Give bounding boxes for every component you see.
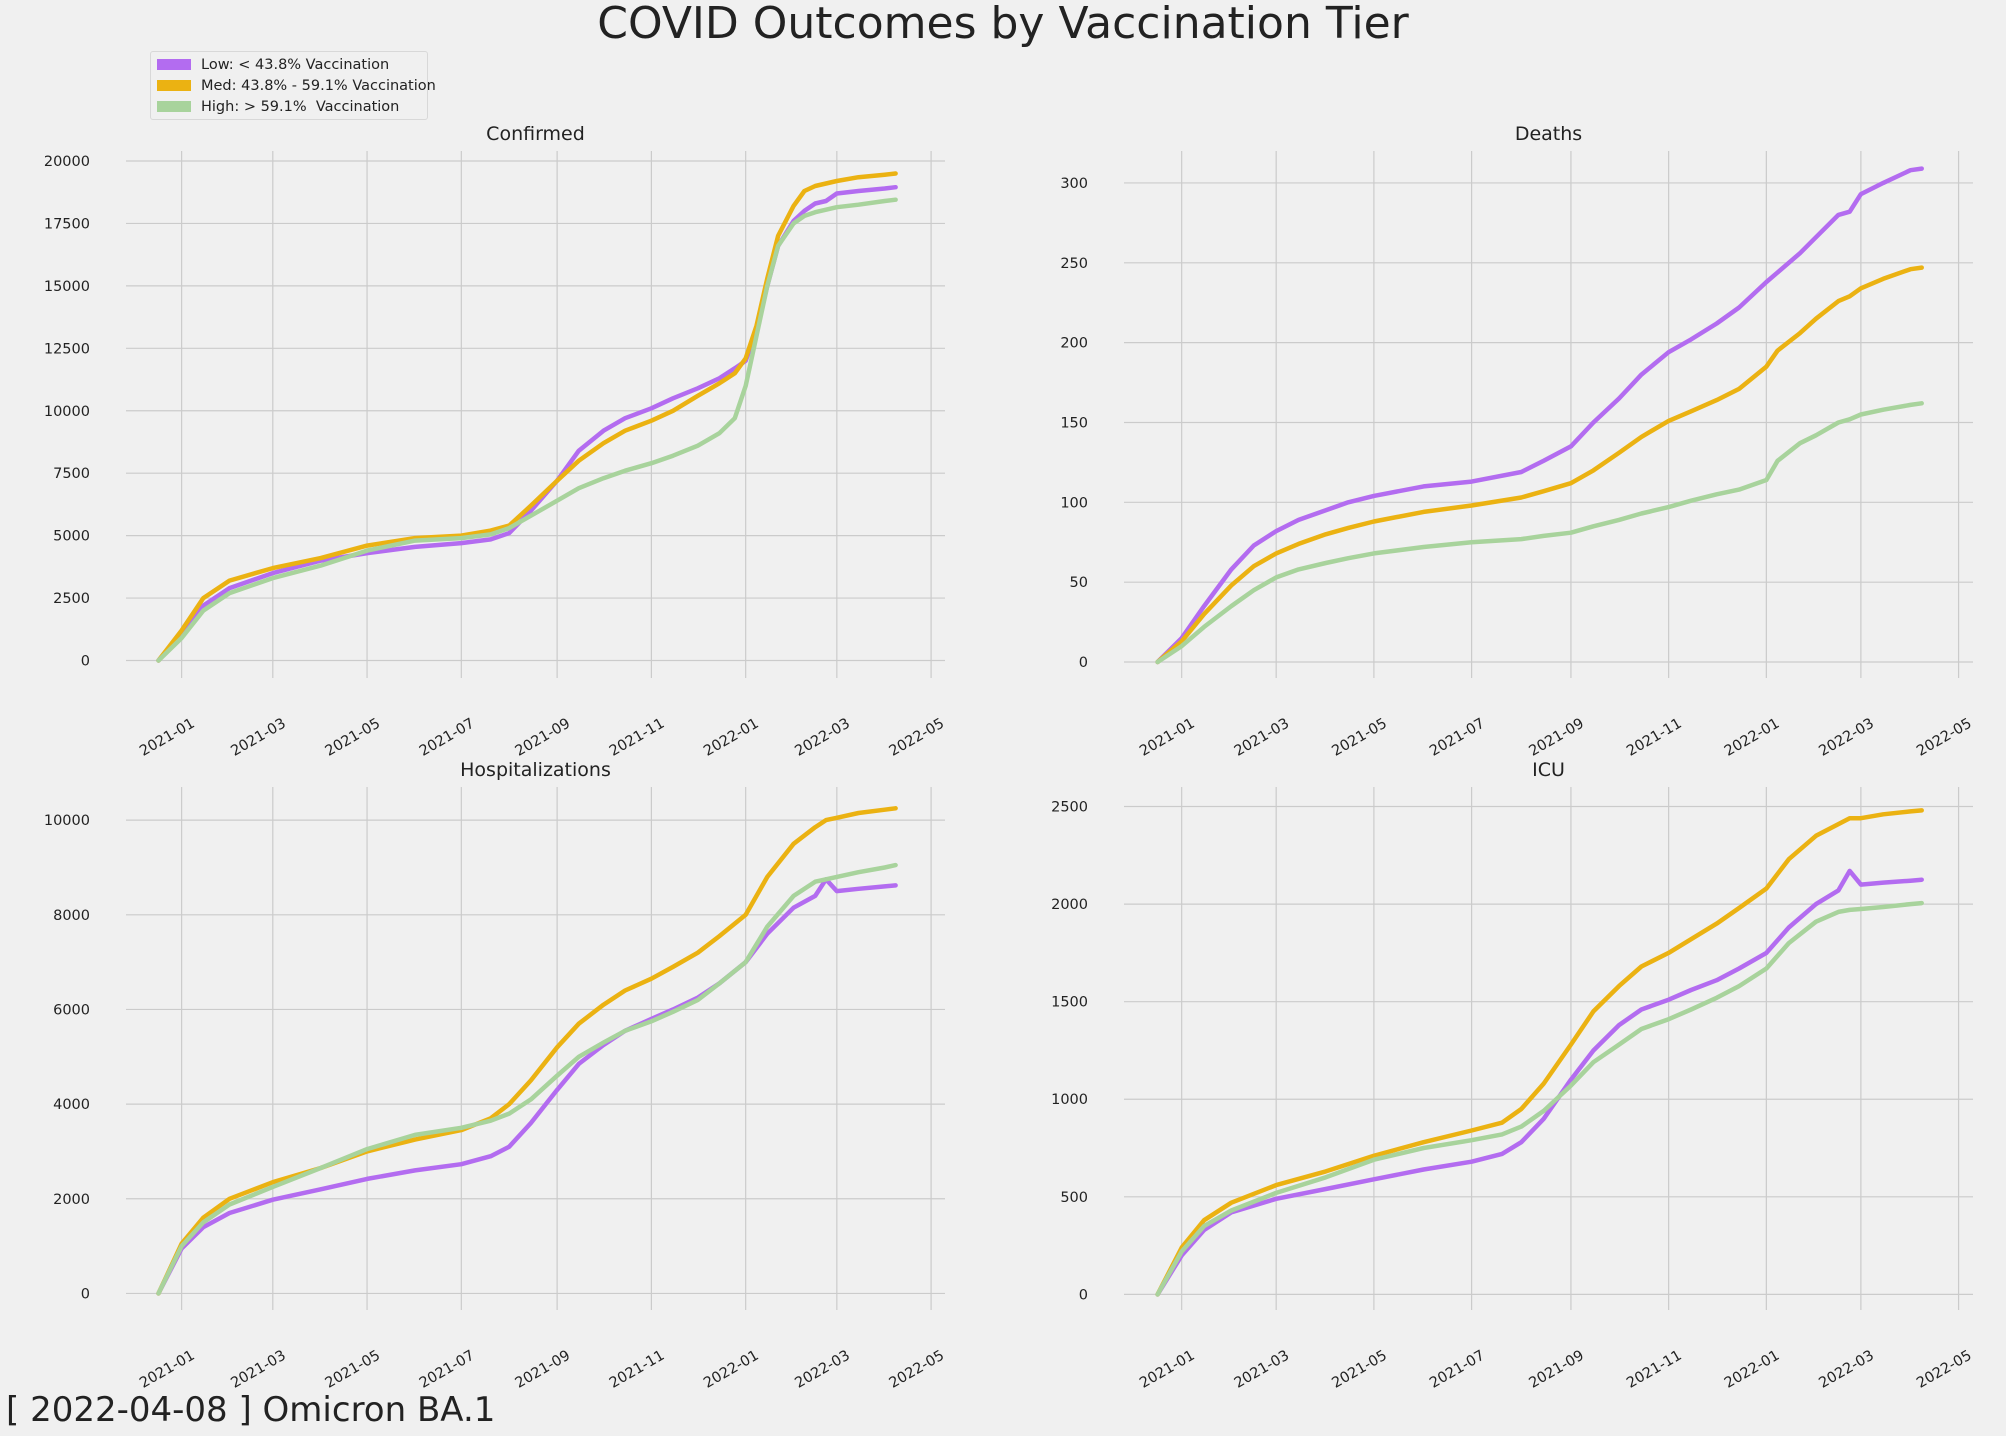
x-tick-label: 2021-01 xyxy=(1137,716,1197,760)
x-tick-label: 2021-09 xyxy=(513,1348,573,1392)
y-tick-label: 2500 xyxy=(53,591,90,607)
y-tick-label: 2500 xyxy=(1051,800,1088,816)
y-tick-label: 10000 xyxy=(44,404,90,420)
y-tick-label: 0 xyxy=(81,654,90,670)
y-tick-label: 7500 xyxy=(53,466,90,482)
series-line-high xyxy=(156,197,898,663)
y-tick-label: 1500 xyxy=(1051,995,1088,1011)
x-tick-label: 2022-01 xyxy=(701,1348,761,1392)
y-tick-label: 0 xyxy=(1079,1287,1088,1303)
panel-title: Confirmed xyxy=(486,123,585,145)
panel-title: Hospitalizations xyxy=(460,759,611,781)
y-tick-label: 0 xyxy=(81,1286,90,1302)
series-line-med xyxy=(1155,808,1924,1297)
y-tick-label: 500 xyxy=(1060,1190,1088,1206)
x-tick-label: 2022-05 xyxy=(1914,1348,1974,1392)
panel-title: ICU xyxy=(1532,759,1565,781)
legend-swatch-high xyxy=(157,101,191,112)
panel-confirmed: 0 2500 5000 7500 10000 12500 15000 17500 20000 20… xyxy=(44,123,947,760)
x-tick-label: 2021-05 xyxy=(1329,716,1389,760)
x-tick-label: 2021-05 xyxy=(323,1348,383,1392)
x-tick-label: 2022-05 xyxy=(887,1348,947,1392)
panel-deaths: 0 50 100 150 200 250 300 2021-01 2021-03 2021-05 2… xyxy=(1060,123,1974,760)
x-tick-label: 2021-07 xyxy=(417,716,477,760)
y-tick-label: 300 xyxy=(1060,176,1088,192)
y-tick-label: 250 xyxy=(1060,256,1088,272)
legend-label-med: Med: 43.8% - 59.1% Vaccination xyxy=(201,77,436,94)
x-tick-label: 2021-11 xyxy=(607,716,667,760)
y-tick-label: 1000 xyxy=(1051,1092,1088,1108)
x-tick-label: 2022-01 xyxy=(1722,716,1782,760)
y-tick-label: 6000 xyxy=(53,1002,90,1018)
footer-caption: [ 2022-04-08 ] Omicron BA.1 xyxy=(6,1390,496,1430)
x-tick-label: 2021-03 xyxy=(228,1348,288,1392)
x-tick-label: 2021-11 xyxy=(607,1348,667,1392)
series-line-low xyxy=(1155,868,1924,1297)
x-tick-label: 2022-05 xyxy=(1914,716,1974,760)
legend-label-low: Low: < 43.8% Vaccination xyxy=(201,56,390,73)
y-tick-label: 15000 xyxy=(44,279,90,295)
series-line-med xyxy=(1155,265,1924,665)
x-tick-label: 2021-09 xyxy=(513,716,573,760)
x-tick-label: 2021-05 xyxy=(323,716,383,760)
x-tick-label: 2021-01 xyxy=(137,716,197,760)
y-tick-label: 12500 xyxy=(44,341,90,357)
x-tick-label: 2021-05 xyxy=(1329,1348,1389,1392)
series-line-med xyxy=(156,806,898,1296)
series-line-high xyxy=(156,862,898,1296)
y-tick-label: 200 xyxy=(1060,336,1088,352)
series-line-low xyxy=(1155,166,1924,665)
x-tick-label: 2021-07 xyxy=(417,1348,477,1392)
legend-item-low: Low: < 43.8% Vaccination xyxy=(157,54,389,75)
y-tick-label: 50 xyxy=(1070,575,1088,591)
y-tick-label: 4000 xyxy=(53,1097,90,1113)
legend-item-med: Med: 43.8% - 59.1% Vaccination xyxy=(157,75,436,96)
panel-icu: 0 500 1000 1500 2000 2500 2021-01 2021-03 2021-0… xyxy=(1051,759,1974,1392)
legend-swatch-med xyxy=(157,80,191,91)
series-line-low xyxy=(156,184,898,663)
y-tick-label: 20000 xyxy=(44,154,90,170)
x-tick-label: 2022-03 xyxy=(1816,716,1876,760)
legend-label-high: High: > 59.1% Vaccination xyxy=(201,98,400,115)
y-tick-label: 150 xyxy=(1060,415,1088,431)
legend: Low: < 43.8% Vaccination Med: 43.8% - 59… xyxy=(150,51,436,120)
panel-title: Deaths xyxy=(1515,123,1582,145)
y-tick-label: 2000 xyxy=(53,1192,90,1208)
series-line-high xyxy=(1155,900,1924,1297)
x-tick-label: 2022-05 xyxy=(887,716,947,760)
x-tick-label: 2022-03 xyxy=(792,1348,852,1392)
x-tick-label: 2021-01 xyxy=(1137,1348,1197,1392)
x-tick-label: 2021-03 xyxy=(1232,1348,1292,1392)
x-tick-label: 2021-09 xyxy=(1526,716,1586,760)
y-tick-label: 2000 xyxy=(1051,897,1088,913)
x-tick-label: 2021-09 xyxy=(1526,1348,1586,1392)
x-tick-label: 2021-11 xyxy=(1624,1348,1684,1392)
x-tick-label: 2021-03 xyxy=(228,716,288,760)
panel-hospitalizations: 0 2000 4000 6000 8000 10000 2021-01 2021-03 2021… xyxy=(44,759,947,1392)
series-line-high xyxy=(1155,401,1924,665)
x-tick-label: 2022-03 xyxy=(792,716,852,760)
x-tick-label: 2022-01 xyxy=(1722,1348,1782,1392)
y-tick-label: 0 xyxy=(1079,655,1088,671)
x-tick-label: 2021-03 xyxy=(1232,716,1292,760)
figure-title: COVID Outcomes by Vaccination Tier xyxy=(597,0,1409,49)
x-tick-label: 2021-07 xyxy=(1427,1348,1487,1392)
x-tick-label: 2021-11 xyxy=(1624,716,1684,760)
x-tick-label: 2021-07 xyxy=(1427,716,1487,760)
y-tick-label: 17500 xyxy=(44,216,90,232)
x-tick-label: 2022-01 xyxy=(701,716,761,760)
y-tick-label: 10000 xyxy=(44,813,90,829)
y-tick-label: 100 xyxy=(1060,495,1088,511)
legend-swatch-low xyxy=(157,59,191,70)
series-line-med xyxy=(156,171,898,663)
x-tick-label: 2022-03 xyxy=(1816,1348,1876,1392)
legend-item-high: High: > 59.1% Vaccination xyxy=(157,96,399,117)
y-tick-label: 5000 xyxy=(53,529,90,545)
y-tick-label: 8000 xyxy=(53,908,90,924)
x-tick-label: 2021-01 xyxy=(137,1348,197,1392)
